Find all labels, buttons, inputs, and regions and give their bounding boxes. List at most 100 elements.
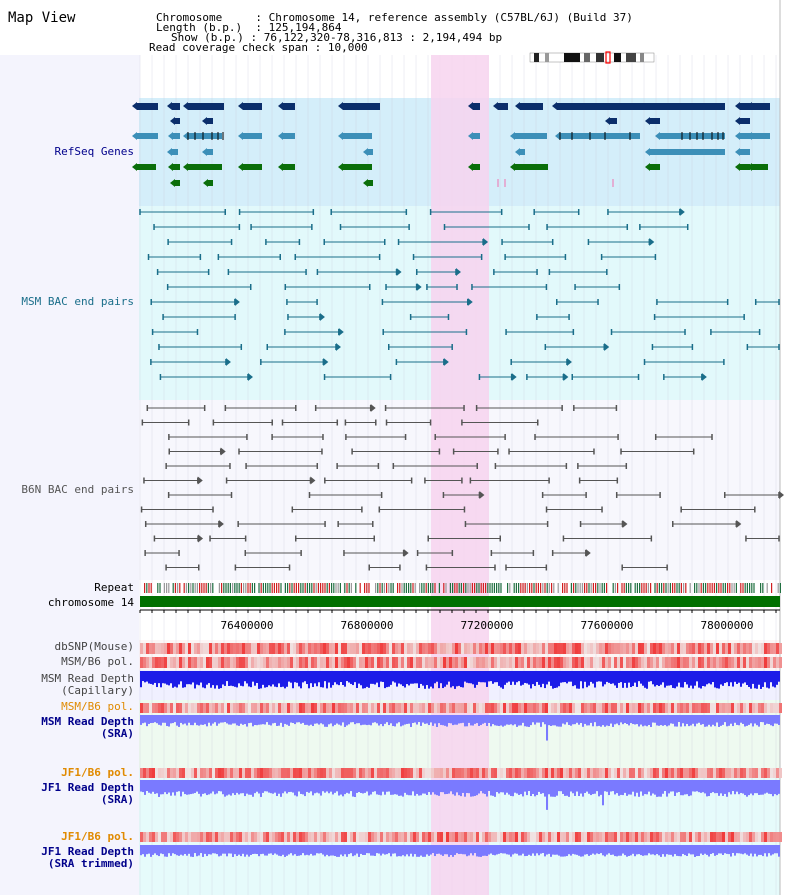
depth-bar xyxy=(704,715,706,727)
polymorphism-cell xyxy=(467,768,470,778)
gene-arrow xyxy=(132,102,137,110)
polymorphism-cell xyxy=(740,768,743,778)
polymorphism-cell xyxy=(167,768,170,778)
selected-region-highlight[interactable] xyxy=(431,55,489,895)
depth-bar xyxy=(646,780,648,795)
gene-exon xyxy=(188,103,224,110)
polymorphism-cell xyxy=(164,657,167,668)
depth-bar xyxy=(550,671,552,686)
polymorphism-cell xyxy=(395,703,398,713)
depth-bar xyxy=(764,715,766,725)
repeat-element xyxy=(535,583,537,593)
polymorphism-cell xyxy=(431,768,434,778)
polymorphism-cell xyxy=(644,657,647,668)
chromosome-bar[interactable] xyxy=(140,596,780,607)
polymorphism-cell xyxy=(608,703,611,713)
polymorphism-cell xyxy=(452,657,455,668)
msm-bac-end-pairs-track[interactable] xyxy=(139,208,780,381)
depth-bar xyxy=(340,715,342,726)
polymorphism-cell xyxy=(431,703,434,713)
polymorphism-cell xyxy=(575,643,578,654)
depth-bar xyxy=(568,671,570,682)
gene-arrow xyxy=(515,102,520,110)
depth-bar xyxy=(616,780,618,794)
depth-bar xyxy=(524,715,526,727)
read-depth-tracks[interactable] xyxy=(140,671,780,857)
depth-bar xyxy=(366,671,368,687)
polymorphism-cell xyxy=(521,657,524,668)
polymorphism-cell xyxy=(467,832,470,842)
depth-bar xyxy=(498,671,500,686)
polymorphism-cell xyxy=(179,703,182,713)
polymorphism-cell xyxy=(473,832,476,842)
depth-bar xyxy=(352,845,354,857)
depth-bar xyxy=(688,845,690,854)
polymorphism-cell xyxy=(338,768,341,778)
polymorphism-cell xyxy=(236,657,239,668)
depth-bar xyxy=(278,671,280,684)
polymorphism-cell xyxy=(221,703,224,713)
polymorphism-cell xyxy=(395,768,398,778)
polymorphism-cell xyxy=(668,643,671,654)
polymorphism-cell xyxy=(164,832,167,842)
label-msm-bac-end-pairs[interactable]: MSM BAC end pairs xyxy=(21,295,134,308)
depth-bar xyxy=(150,780,152,794)
repeat-track[interactable] xyxy=(144,583,781,593)
polymorphism-cell xyxy=(743,768,746,778)
polymorphism-cell xyxy=(767,657,770,668)
depth-bar xyxy=(260,845,262,855)
depth-bar xyxy=(662,715,664,726)
polymorphism-cell xyxy=(362,657,365,668)
depth-bar xyxy=(422,845,424,857)
depth-bar xyxy=(712,715,714,725)
polymorphism-cell xyxy=(566,643,569,654)
repeat-element xyxy=(320,583,322,593)
repeat-element xyxy=(489,583,491,593)
depth-bar xyxy=(418,715,420,723)
polymorphism-cell xyxy=(380,703,383,713)
polymorphism-cell xyxy=(281,657,284,668)
polymorphism-cell xyxy=(449,832,452,842)
polymorphism-cell xyxy=(239,643,242,654)
label-refseq-genes[interactable]: RefSeq Genes xyxy=(54,145,134,158)
depth-bar xyxy=(248,780,250,795)
depth-bar xyxy=(334,715,336,725)
polymorphism-cell xyxy=(692,768,695,778)
polymorphism-cell xyxy=(338,832,341,842)
label-b6n-bac-end-pairs[interactable]: B6N BAC end pairs xyxy=(21,483,134,496)
depth-bar xyxy=(344,780,346,795)
polymorphism-cell xyxy=(293,832,296,842)
polymorphism-cell xyxy=(344,832,347,842)
polymorphism-cell xyxy=(428,657,431,668)
depth-bar xyxy=(634,715,636,725)
depth-bar xyxy=(166,715,168,727)
depth-bar xyxy=(350,780,352,792)
depth-bar xyxy=(352,780,354,797)
polymorphism-cell xyxy=(743,643,746,654)
repeat-element xyxy=(386,583,388,593)
polymorphism-cell xyxy=(770,768,773,778)
depth-bar xyxy=(392,671,394,682)
depth-bar xyxy=(266,780,268,792)
polymorphism-cell xyxy=(335,643,338,654)
refseq-genes-track[interactable] xyxy=(132,102,770,187)
repeat-element xyxy=(566,583,568,593)
polymorphism-cell xyxy=(407,703,410,713)
depth-bar xyxy=(660,671,662,685)
depth-bar xyxy=(244,715,246,725)
polymorphism-cell xyxy=(503,832,506,842)
repeat-element xyxy=(295,583,297,593)
depth-bar xyxy=(344,715,346,727)
polymorphism-cell xyxy=(413,703,416,713)
polymorphism-cell xyxy=(536,643,539,654)
chromosome-ideogram[interactable] xyxy=(529,51,655,64)
polymorphism-cell xyxy=(425,703,428,713)
depth-bar xyxy=(686,780,688,795)
depth-bar xyxy=(304,671,306,682)
polymorphism-cell xyxy=(650,657,653,668)
polymorphism-heat-tracks[interactable] xyxy=(140,643,782,842)
b6n-bac-end-pairs-track[interactable] xyxy=(140,404,784,571)
polymorphism-cell xyxy=(464,643,467,654)
gene-exon xyxy=(208,180,213,186)
